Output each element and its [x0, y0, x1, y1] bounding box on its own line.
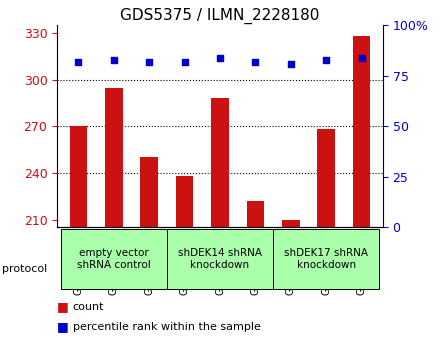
- Bar: [282, 220, 300, 227]
- Bar: [211, 98, 229, 227]
- Text: empty vector
shRNA control: empty vector shRNA control: [77, 248, 151, 270]
- Text: ■: ■: [57, 320, 69, 333]
- Text: protocol: protocol: [2, 264, 48, 274]
- Point: [146, 59, 153, 65]
- Point: [287, 61, 294, 67]
- Bar: [246, 201, 264, 227]
- FancyBboxPatch shape: [61, 229, 167, 289]
- Text: percentile rank within the sample: percentile rank within the sample: [73, 322, 260, 332]
- Bar: [140, 158, 158, 227]
- Point: [252, 59, 259, 65]
- Point: [358, 55, 365, 61]
- Bar: [105, 87, 123, 227]
- Point: [110, 57, 117, 63]
- Text: ■: ■: [57, 300, 69, 313]
- Bar: [70, 126, 87, 227]
- Text: count: count: [73, 302, 104, 312]
- Point: [216, 55, 224, 61]
- Title: GDS5375 / ILMN_2228180: GDS5375 / ILMN_2228180: [120, 8, 320, 24]
- Bar: [176, 176, 194, 227]
- Point: [181, 59, 188, 65]
- FancyBboxPatch shape: [273, 229, 379, 289]
- Bar: [317, 130, 335, 227]
- Bar: [353, 36, 370, 227]
- Text: shDEK17 shRNA
knockdown: shDEK17 shRNA knockdown: [284, 248, 368, 270]
- Point: [75, 59, 82, 65]
- Text: shDEK14 shRNA
knockdown: shDEK14 shRNA knockdown: [178, 248, 262, 270]
- FancyBboxPatch shape: [167, 229, 273, 289]
- Point: [323, 57, 330, 63]
